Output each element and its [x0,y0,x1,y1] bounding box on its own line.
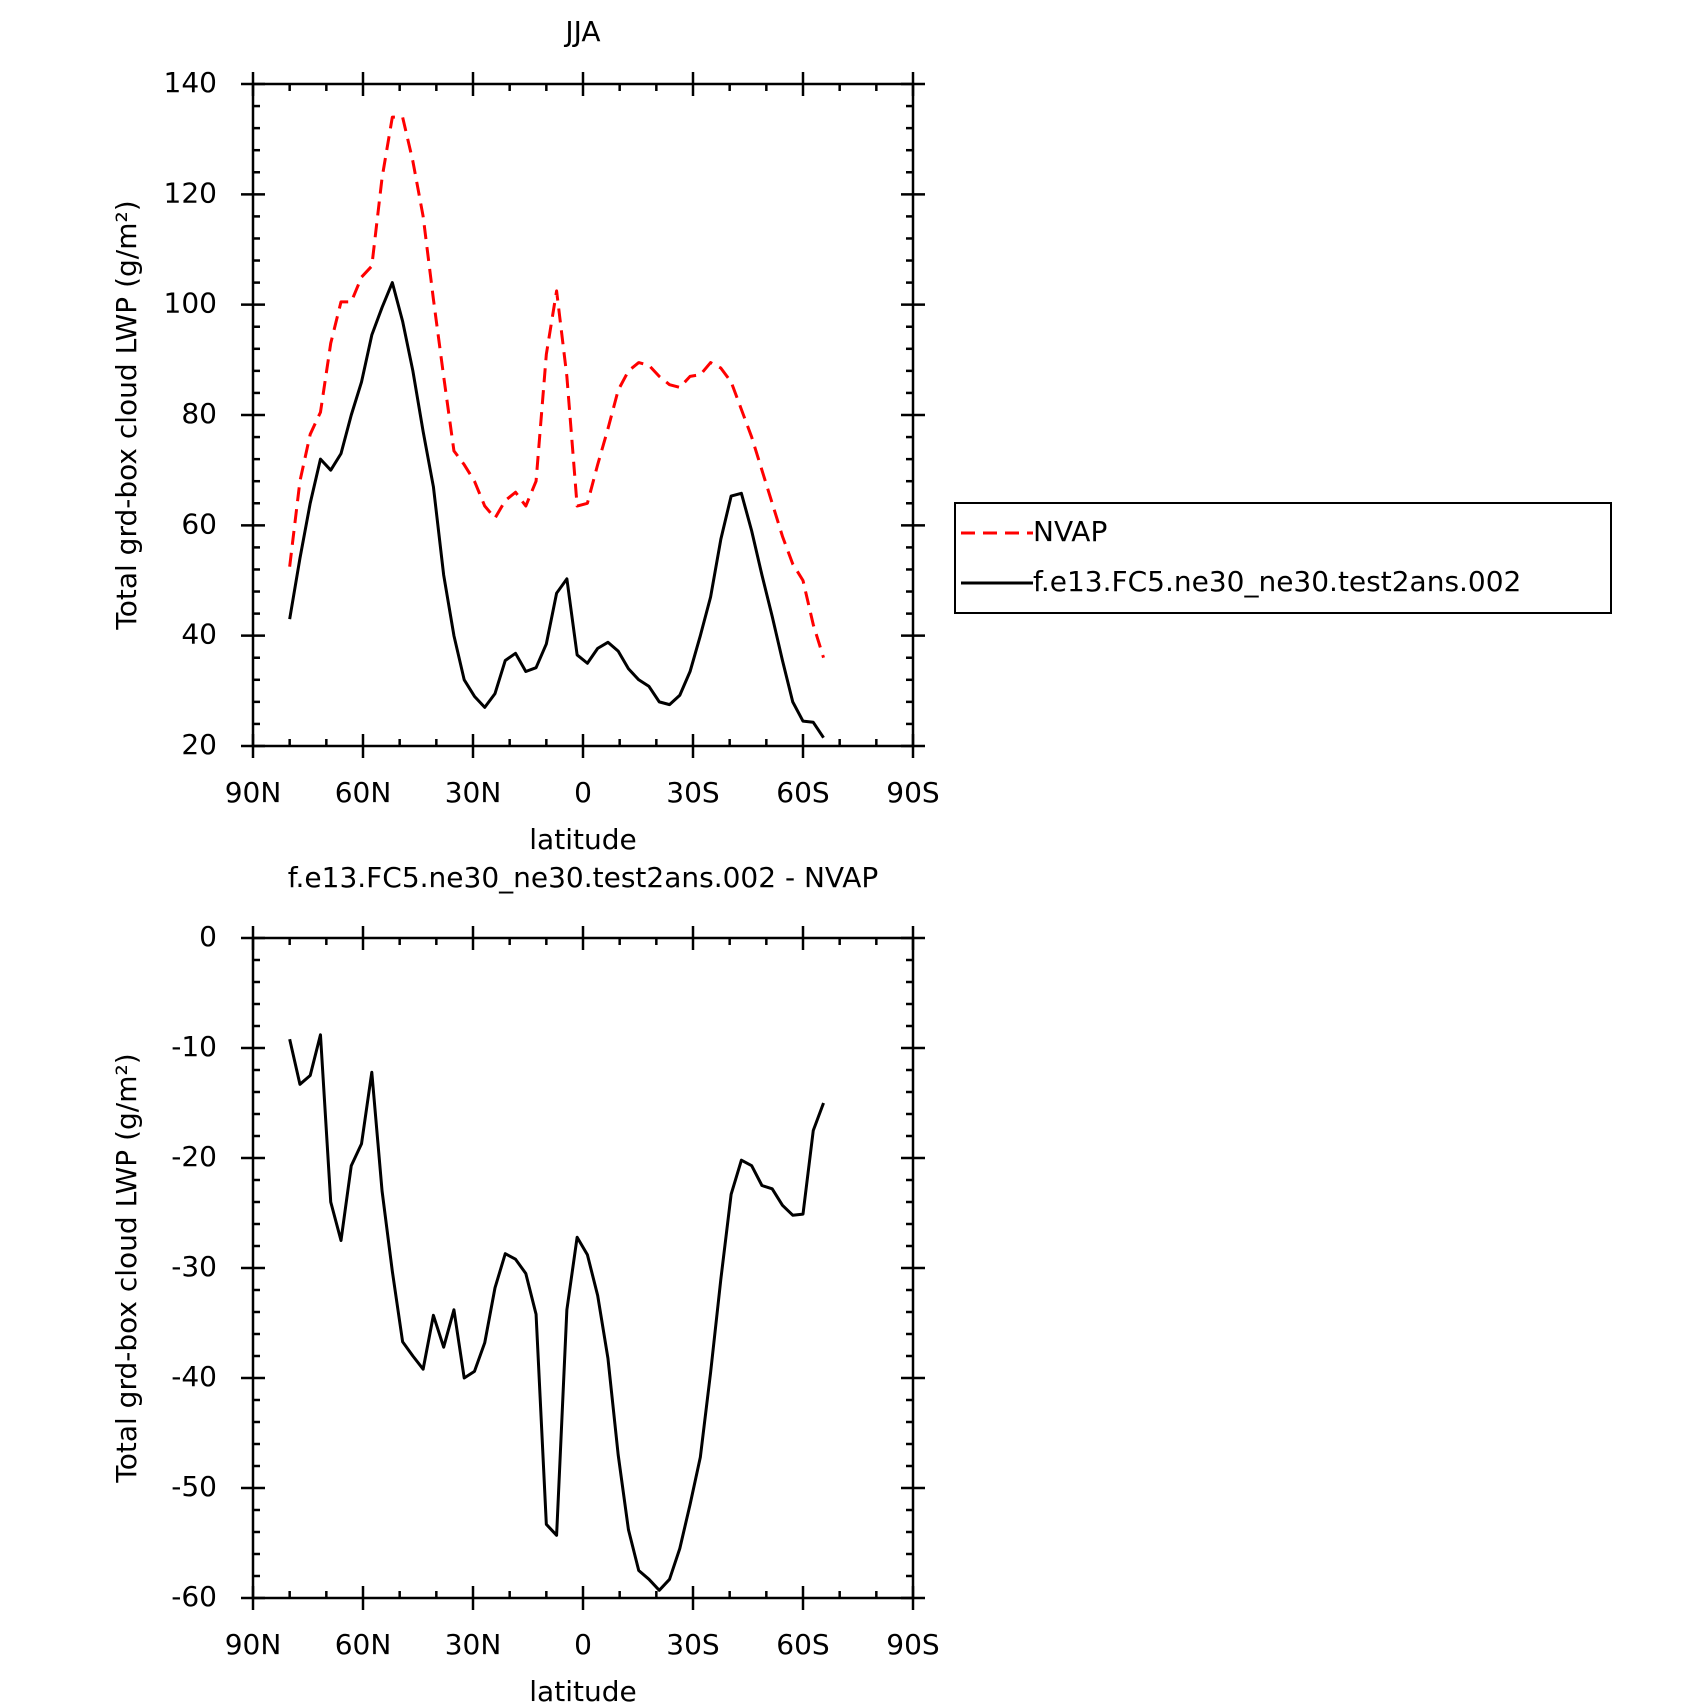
y-tick-label: 140 [164,66,217,99]
y-axis-label: Total grd-box cloud LWP (g/m²) [110,200,143,630]
y-tick-label: 40 [181,618,217,651]
x-tick-label: 60N [335,1628,392,1661]
data-line [288,1033,825,1592]
x-axis-label: latitude [529,823,636,856]
legend: NVAP f.e13.FC5.ne30_ne30.test2ans.002 [954,502,1612,614]
x-tick-label: 30S [666,1628,719,1661]
data-line [288,281,825,739]
y-tick-label: -10 [171,1030,217,1063]
x-tick-label: 90S [886,776,939,809]
y-tick-label: 20 [181,728,217,761]
plot-frame [251,936,915,1600]
x-tick-label: 0 [574,1628,592,1661]
x-tick-label: 60S [776,776,829,809]
x-tick-label: 60S [776,1628,829,1661]
x-tick-label: 30N [445,1628,502,1661]
y-tick-label: -60 [171,1580,217,1613]
x-tick-label: 0 [574,776,592,809]
x-axis-label: latitude [529,1675,636,1708]
legend-label: f.e13.FC5.ne30_ne30.test2ans.002 [1033,565,1521,598]
y-tick-label: 80 [181,397,217,430]
x-tick-label: 60N [335,776,392,809]
x-tick-label: 90N [225,776,282,809]
chart-title: JJA [563,15,600,48]
y-tick-label: -30 [171,1250,217,1283]
legend-label: NVAP [1033,515,1107,548]
x-tick-label: 90N [225,1628,282,1661]
x-tick-label: 30N [445,776,502,809]
y-tick-label: 120 [164,176,217,209]
legend-box [954,502,1612,614]
y-tick-label: 100 [164,287,217,320]
y-tick-label: 0 [199,920,217,953]
chart-title: f.e13.FC5.ne30_ne30.test2ans.002 - NVAP [288,861,879,894]
y-axis-label: Total grd-box cloud LWP (g/m²) [110,1053,143,1483]
x-tick-label: 30S [666,776,719,809]
y-tick-label: 60 [181,507,217,540]
y-tick-label: -40 [171,1360,217,1393]
y-tick-label: -20 [171,1140,217,1173]
plot-frame [251,82,915,748]
data-line [288,115,825,659]
x-tick-label: 90S [886,1628,939,1661]
y-tick-label: -50 [171,1470,217,1503]
